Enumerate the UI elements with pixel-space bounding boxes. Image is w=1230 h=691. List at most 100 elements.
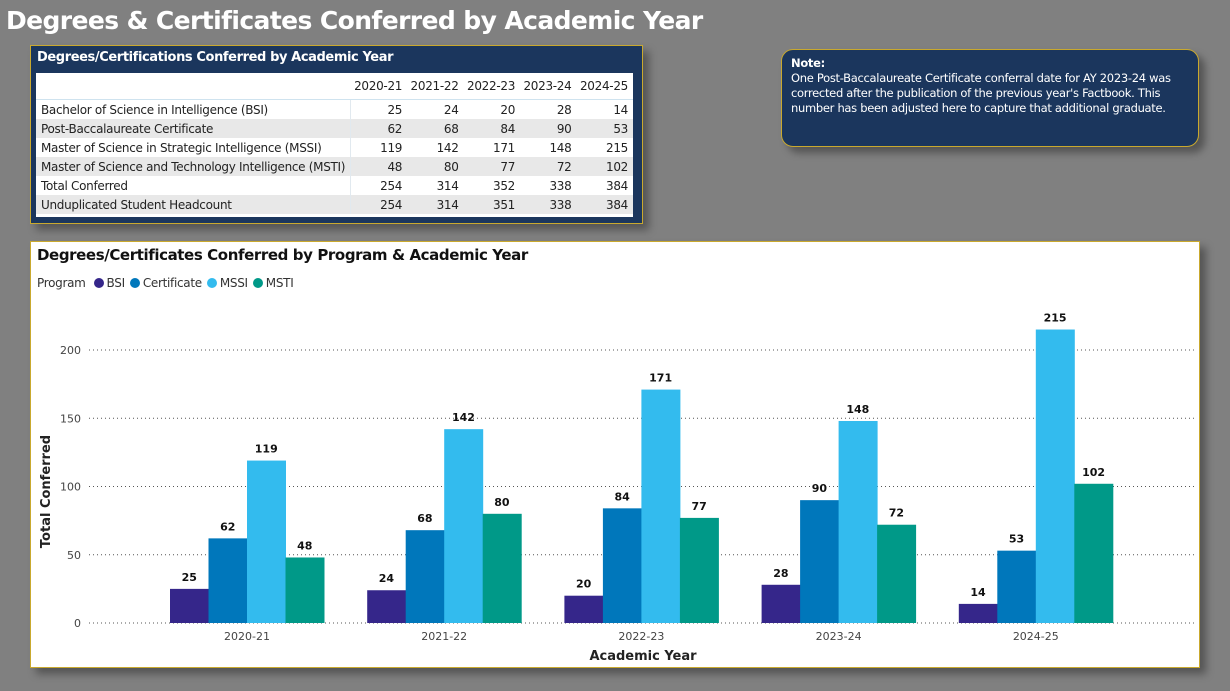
bar-msti [285,557,325,623]
row-label: Bachelor of Science in Intelligence (BSI… [36,99,352,119]
legend-label: MSTI [265,276,294,290]
data-label: 119 [255,443,278,456]
table-cell: 25 [387,102,403,117]
bar-bsi [564,595,604,623]
table-cell: 53 [576,119,633,138]
column-header[interactable]: 2021-22 [407,73,464,100]
data-label: 80 [494,496,510,509]
legend-dot-icon [252,278,263,288]
table-cell: 90 [520,119,577,138]
data-label: 28 [773,567,788,580]
row-label: Unduplicated Student Headcount [36,195,352,214]
data-label: 14 [970,586,986,599]
table-cell: 28 [556,102,572,117]
summary-table: 2020-21 2021-22 2022-23 2023-24 2024-25 … [36,73,633,214]
legend-item-bsi[interactable]: BSI [93,276,126,290]
legend-dot-icon [93,278,104,288]
data-label: 20 [576,578,592,591]
x-tick-label: 2023-24 [816,630,862,643]
column-header[interactable]: 2022-23 [463,73,521,100]
table-row: Unduplicated Student Headcount 254 314 351 3… [36,195,633,214]
bar-mssi [641,389,681,623]
table-cell: 102 [576,157,633,176]
table-cell: 68 [407,119,464,138]
x-tick-label: 2022-23 [618,630,664,643]
row-label: Master of Science in Strategic Intellige… [36,138,352,157]
legend-item-msti[interactable]: MSTI [252,276,294,290]
data-label: 77 [691,500,706,513]
column-header[interactable]: 2020-21 [350,73,408,100]
summary-table-title: Degrees/Certifications Conferred by Acad… [37,50,394,65]
data-label: 72 [889,507,904,520]
table-cell: 84 [463,119,521,138]
bar-mssi [247,460,286,623]
legend-label: MSSI [219,276,248,290]
summary-table-wrap: 2020-21 2021-22 2022-23 2023-24 2024-25 … [36,73,633,217]
chart-legend: Program BSI Certificate MSSI MSTI [37,276,298,290]
table-cell: 338 [520,195,577,214]
column-header[interactable]: 2024-25 [576,73,633,100]
data-label: 53 [1009,533,1024,546]
y-tick-label: 200 [60,344,81,357]
data-label: 25 [182,571,197,584]
bar-certificate [602,508,642,623]
table-cell: 142 [436,140,459,155]
column-header[interactable] [36,73,351,100]
bar-msti [679,517,719,623]
bar-bsi [170,588,209,623]
bar-msti [877,524,917,623]
bar-msti [482,513,522,623]
bar-mssi [444,429,484,623]
legend-label: Certificate [142,276,202,290]
y-tick-label: 50 [67,549,81,562]
legend-item-certificate[interactable]: Certificate [129,276,202,290]
legend-item-mssi[interactable]: MSSI [206,276,248,290]
table-cell: 314 [436,178,459,193]
table-cell: 14 [613,102,628,117]
data-label: 48 [297,539,312,552]
legend-title: Program [37,276,86,290]
x-tick-label: 2020-21 [224,630,270,643]
table-cell: 119 [380,140,403,155]
data-label: 90 [812,482,828,495]
table-cell: 338 [549,178,572,193]
summary-table-header-row: 2020-21 2021-22 2022-23 2023-24 2024-25 [36,73,633,100]
x-tick-label: 2024-25 [1013,630,1059,643]
y-tick-label: 100 [60,481,81,494]
bar-certificate [997,550,1037,623]
data-label: 171 [649,372,672,385]
table-cell: 72 [520,157,577,176]
row-label: Post-Baccalaureate Certificate [36,119,352,138]
table-cell: 215 [605,140,628,155]
table-cell: 48 [350,157,408,176]
row-label: Total Conferred [36,176,352,195]
bar-bsi [761,584,801,623]
table-row: Master of Science and Technology Intelli… [36,157,633,176]
data-label: 148 [846,403,869,416]
table-row: Total Conferred 254 314 352 338 384 [36,176,633,195]
column-header[interactable]: 2023-24 [520,73,577,100]
table-cell: 171 [493,140,516,155]
legend-label: BSI [106,276,126,290]
legend-dot-icon [129,278,140,288]
x-tick-label: 2021-22 [421,630,467,643]
legend-dot-icon [206,278,217,288]
chart-card: Degrees/Certificates Conferred by Progra… [30,241,1200,668]
bar-msti [1074,483,1114,623]
y-tick-label: 0 [74,617,81,630]
bar-mssi [1035,329,1075,623]
data-label: 84 [614,490,630,503]
table-row: Post-Baccalaureate Certificate 62 68 84 90 53 [36,119,633,138]
data-label: 142 [452,411,475,424]
table-cell: 254 [350,195,408,214]
data-label: 62 [220,520,235,533]
table-cell: 254 [380,178,403,193]
note-box: Note: One Post-Baccalaureate Certificate… [781,49,1199,147]
table-row: Master of Science in Strategic Intellige… [36,138,633,157]
bar-certificate [208,538,248,623]
table-cell: 314 [407,195,464,214]
y-tick-label: 150 [60,412,81,425]
table-cell: 62 [350,119,408,138]
summary-table-card: Degrees/Certifications Conferred by Acad… [30,45,643,224]
